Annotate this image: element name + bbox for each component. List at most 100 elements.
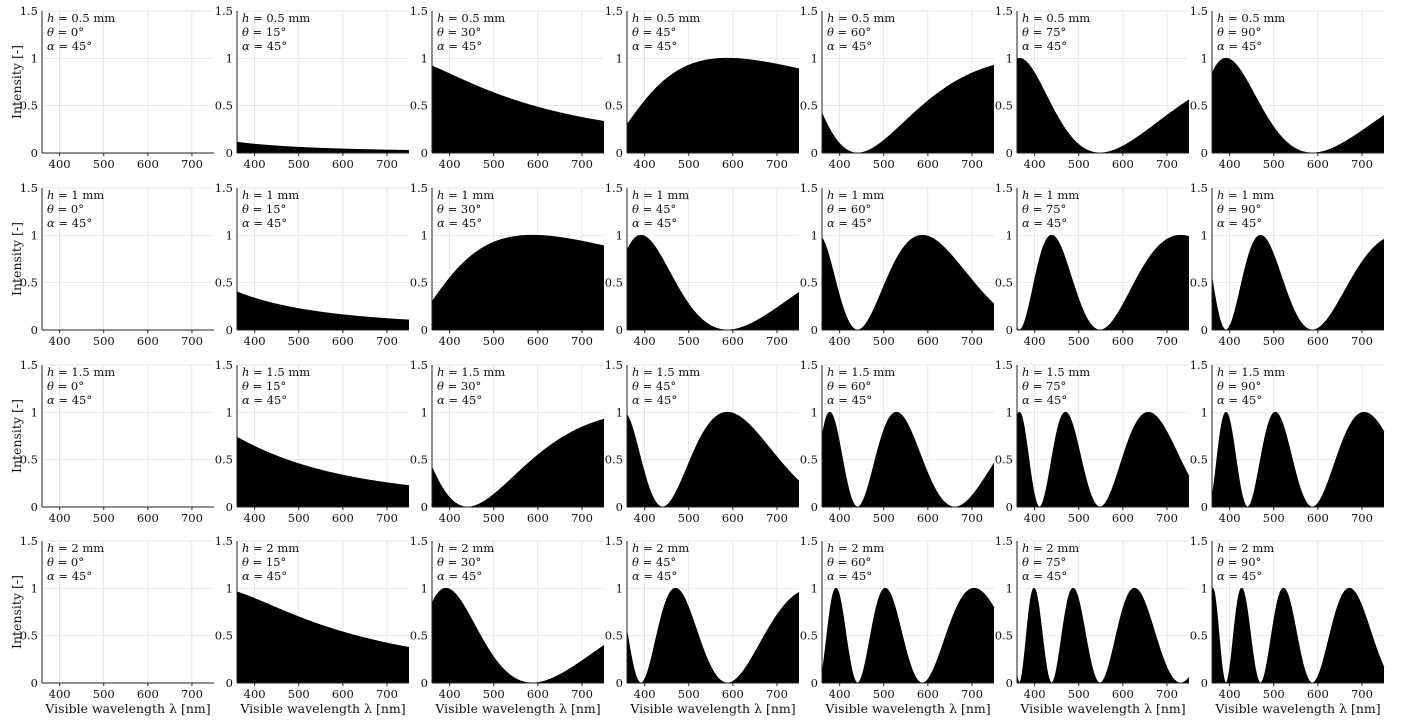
- x-tick-label: 500: [678, 511, 700, 525]
- intensity-curve: [1211, 234, 1385, 331]
- panel-r3-c2: 400 500 600 700 0 0.5 1 1.5 h = 1.5 mmθ = 15°α =…: [215, 358, 410, 525]
- x-tick-label: 500: [1263, 334, 1285, 348]
- alpha-annotation: α = 45°: [437, 216, 482, 230]
- y-tick-label: 1.5: [20, 534, 38, 548]
- x-tick-label: 600: [1307, 334, 1329, 348]
- y-tick-label: 1.5: [800, 358, 818, 372]
- alpha-annotation: α = 45°: [242, 393, 287, 407]
- x-tick-label: 400: [439, 157, 461, 171]
- y-tick-label: 0.5: [20, 629, 38, 643]
- x-tick-label: 600: [137, 157, 159, 171]
- x-axis-label: Visible wavelength λ [nm]: [44, 701, 210, 716]
- panel-r2-c6: 400 500 600 700 0 0.5 1 1.5 h = 1 mmθ = 75°α = 4…: [995, 181, 1190, 348]
- y-tick-label: 1.5: [215, 181, 233, 195]
- alpha-annotation: α = 45°: [632, 569, 677, 583]
- x-tick-label: 600: [527, 511, 549, 525]
- panel-r3-c4: 400 500 600 700 0 0.5 1 1.5 h = 1.5 mmθ = 45°α =…: [605, 358, 800, 525]
- x-tick-label: 500: [288, 687, 310, 701]
- x-tick-label: 400: [49, 687, 71, 701]
- spectrum-area: [237, 142, 409, 153]
- spectrum-area: [1017, 412, 1189, 507]
- y-tick-label: 0.5: [605, 453, 623, 467]
- x-tick-label: 600: [527, 334, 549, 348]
- y-tick-label: 1.5: [1190, 4, 1208, 18]
- x-tick-label: 400: [829, 511, 851, 525]
- panel-r1-c3: 400 500 600 700 0 0.5 1 1.5 h = 0.5 mmθ = 30°α =…: [410, 4, 605, 171]
- h-annotation: h = 2 mm: [1022, 541, 1079, 555]
- theta-annotation: θ = 45°: [632, 25, 676, 39]
- y-tick-label: 1.5: [410, 4, 428, 18]
- intensity-curve: [236, 437, 410, 487]
- theta-annotation: θ = 0°: [47, 555, 84, 569]
- y-tick-label: 0: [1201, 676, 1208, 690]
- y-tick-label: 1: [226, 228, 233, 242]
- x-tick-label: 400: [634, 157, 656, 171]
- y-tick-label: 0: [616, 146, 623, 160]
- x-tick-label: 700: [1156, 687, 1178, 701]
- panel-r2-c5: 400 500 600 700 0 0.5 1 1.5 h = 1 mmθ = 60°α = 4…: [800, 181, 995, 348]
- y-tick-label: 1: [226, 405, 233, 419]
- x-tick-label: 500: [483, 511, 505, 525]
- h-annotation: h = 1.5 mm: [632, 365, 700, 379]
- y-tick-label: 0.5: [1190, 99, 1208, 113]
- alpha-annotation: α = 45°: [827, 216, 872, 230]
- intensity-curve: [626, 234, 800, 331]
- x-tick-label: 600: [137, 511, 159, 525]
- h-annotation: h = 1 mm: [1022, 188, 1079, 202]
- alpha-annotation: α = 45°: [1217, 393, 1262, 407]
- y-tick-label: 0: [31, 676, 38, 690]
- alpha-annotation: α = 45°: [437, 569, 482, 583]
- x-tick-label: 700: [766, 687, 788, 701]
- h-annotation: h = 0.5 mm: [827, 11, 895, 25]
- x-tick-label: 400: [244, 334, 266, 348]
- y-tick-label: 1: [1201, 228, 1208, 242]
- panel-r4-c7: 400 500 600 700 0 0.5 1 1.5 h = 2 mmθ = 90°α = 4…: [1190, 534, 1385, 716]
- theta-annotation: θ = 90°: [1217, 25, 1261, 39]
- x-tick-label: 600: [917, 157, 939, 171]
- x-tick-label: 600: [1307, 687, 1329, 701]
- x-tick-label: 400: [1219, 511, 1241, 525]
- h-annotation: h = 1.5 mm: [1217, 365, 1285, 379]
- panel-r1-c2: 400 500 600 700 0 0.5 1 1.5 h = 0.5 mmθ = 15°α =…: [215, 4, 410, 171]
- x-tick-label: 400: [634, 511, 656, 525]
- x-tick-label: 700: [1351, 157, 1373, 171]
- y-tick-label: 0: [1006, 500, 1013, 514]
- y-tick-label: 0: [31, 146, 38, 160]
- y-tick-label: 1.5: [410, 534, 428, 548]
- y-tick-label: 1: [1006, 228, 1013, 242]
- intensity-curve: [821, 64, 995, 154]
- x-tick-label: 500: [678, 157, 700, 171]
- intensity-curve: [1016, 411, 1190, 508]
- y-tick-label: 1.5: [20, 4, 38, 18]
- spectrum-area: [822, 65, 994, 153]
- x-tick-label: 400: [49, 157, 71, 171]
- h-annotation: h = 2 mm: [827, 541, 884, 555]
- x-axis-label: Visible wavelength λ [nm]: [824, 701, 990, 716]
- spectrum-area: [627, 58, 799, 153]
- spectrum-area: [1017, 588, 1189, 683]
- intensity-curve: [431, 418, 605, 508]
- h-annotation: h = 0.5 mm: [437, 11, 505, 25]
- alpha-annotation: α = 45°: [827, 569, 872, 583]
- panel-r3-c7: 400 500 600 700 0 0.5 1 1.5 h = 1.5 mmθ = 90°α =…: [1190, 358, 1385, 525]
- theta-annotation: θ = 90°: [1217, 202, 1261, 216]
- x-tick-label: 400: [1024, 157, 1046, 171]
- spectrum-area: [1017, 235, 1189, 330]
- panel-r1-c6: 400 500 600 700 0 0.5 1 1.5 h = 0.5 mmθ = 75°α =…: [995, 4, 1190, 171]
- x-tick-label: 400: [49, 511, 71, 525]
- x-tick-label: 400: [634, 687, 656, 701]
- y-tick-label: 0.5: [800, 99, 818, 113]
- panel-r1-c5: 400 500 600 700 0 0.5 1 1.5 h = 0.5 mmθ = 60°α =…: [800, 4, 995, 171]
- x-tick-label: 500: [678, 687, 700, 701]
- intensity-curve: [626, 57, 800, 125]
- x-tick-label: 400: [1024, 687, 1046, 701]
- x-tick-label: 700: [376, 157, 398, 171]
- x-tick-label: 400: [1219, 157, 1241, 171]
- panel-r4-c2: 400 500 600 700 0 0.5 1 1.5 h = 2 mmθ = 15°α = 4…: [215, 534, 410, 716]
- y-tick-label: 1.5: [800, 534, 818, 548]
- y-tick-label: 0: [811, 146, 818, 160]
- x-tick-label: 500: [93, 157, 115, 171]
- y-tick-label: 1.5: [995, 181, 1013, 195]
- y-tick-label: 0.5: [605, 276, 623, 290]
